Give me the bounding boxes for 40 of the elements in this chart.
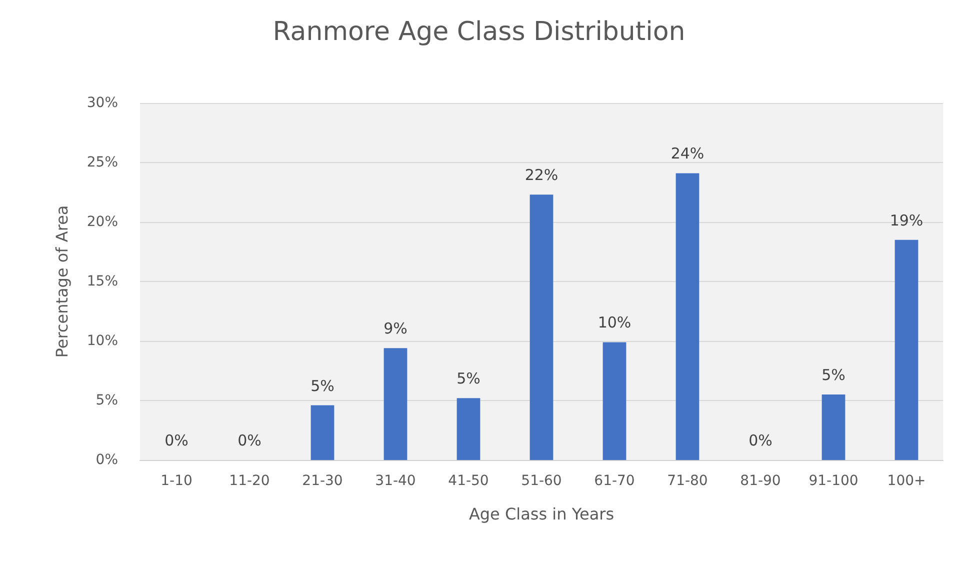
x-tick-label: 1-10 — [160, 473, 192, 489]
x-tick-label: 81-90 — [740, 473, 781, 489]
data-label: 5% — [822, 366, 846, 384]
data-label: 10% — [598, 314, 632, 332]
data-label: 0% — [238, 432, 262, 450]
bar — [456, 398, 480, 460]
x-tick-label: 21-30 — [302, 473, 343, 489]
y-tick-label: 10% — [86, 333, 118, 349]
bar — [530, 194, 554, 460]
x-tick-label: 91-100 — [808, 473, 858, 489]
y-tick-label: 30% — [86, 95, 118, 111]
y-tick-label: 20% — [86, 214, 118, 230]
data-label: 19% — [890, 211, 924, 230]
bar — [894, 240, 918, 460]
data-label: 5% — [310, 376, 334, 395]
y-tick-label: 0% — [96, 452, 118, 468]
y-tick-label: 5% — [96, 392, 118, 408]
bar — [822, 394, 846, 460]
x-tick-label: 71-80 — [667, 473, 708, 489]
bar — [384, 348, 408, 460]
x-axis-title: Age Class in Years — [468, 504, 614, 524]
bar — [602, 342, 626, 460]
y-axis-title: Percentage of Area — [52, 205, 72, 358]
data-label: 5% — [456, 370, 480, 388]
y-tick-label: 25% — [86, 154, 118, 170]
x-tick-label: 41-50 — [448, 473, 489, 489]
bar — [310, 405, 334, 460]
data-label: 24% — [670, 144, 704, 163]
data-label: 22% — [524, 166, 558, 184]
x-tick-label: 100+ — [887, 473, 926, 489]
chart-title: Ranmore Age Class Distribution — [272, 17, 686, 47]
bar — [676, 173, 700, 460]
x-tick-label: 61-70 — [594, 473, 635, 489]
data-label: 0% — [748, 432, 772, 450]
x-tick-label: 51-60 — [521, 473, 562, 489]
x-tick-label: 11-20 — [229, 473, 270, 489]
y-tick-label: 15% — [86, 274, 118, 290]
data-label: 0% — [164, 432, 188, 450]
x-tick-label: 31-40 — [375, 473, 416, 489]
data-label: 9% — [384, 320, 408, 338]
